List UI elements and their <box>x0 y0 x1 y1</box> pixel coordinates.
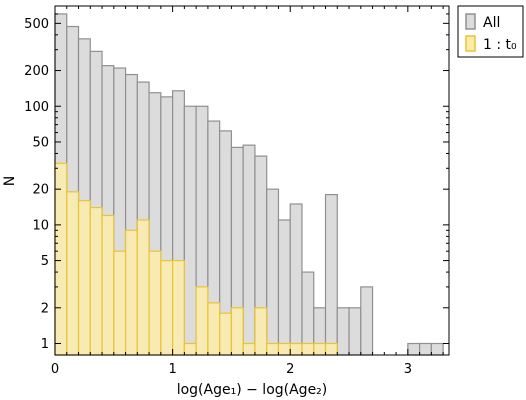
bars-subset-series <box>54 162 338 356</box>
bar-all <box>266 188 280 356</box>
bar-subset <box>101 214 115 356</box>
bar-subset <box>313 342 327 356</box>
bar-subset <box>195 286 209 356</box>
x-axis-label: log(Age₁) − log(Age₂) <box>177 382 328 398</box>
bar-subset <box>324 342 338 356</box>
x-tick-label: 0 <box>51 362 59 377</box>
bar-all <box>360 286 374 356</box>
bar-subset <box>183 342 197 356</box>
bar-subset <box>207 302 221 356</box>
bar-all <box>419 342 432 356</box>
bar-subset <box>277 342 291 356</box>
bar-all <box>183 105 197 356</box>
bar-subset <box>219 312 233 356</box>
y-axis-label: N <box>2 176 18 186</box>
bar-subset <box>148 250 162 356</box>
x-tick-label: 1 <box>168 362 176 377</box>
legend-swatch-all <box>465 13 476 30</box>
legend-label-subset: 1 : t₀ <box>483 37 517 53</box>
bar-all <box>348 307 362 356</box>
bar-subset <box>160 259 174 356</box>
bar-subset <box>289 342 303 356</box>
legend-label-all: All <box>483 15 500 31</box>
x-tick-label: 2 <box>286 362 294 377</box>
bar-subset <box>172 259 185 356</box>
bar-all <box>242 144 256 356</box>
bar-subset <box>113 250 127 356</box>
y-tick-label: 10 <box>32 218 49 233</box>
bar-subset <box>89 206 103 356</box>
y-tick-label: 1 <box>41 337 49 352</box>
bar-all <box>336 307 350 356</box>
y-axis: 1 2 5 10 20 50 100 200 500 <box>24 13 449 352</box>
bar-all <box>289 203 303 356</box>
y-tick-label: 20 <box>32 183 49 198</box>
bar-all <box>324 194 338 356</box>
y-tick-label: 50 <box>32 135 49 150</box>
bar-all <box>277 219 291 356</box>
bar-subset <box>54 162 68 356</box>
bar-subset <box>136 219 150 356</box>
y-tick-label: 5 <box>41 254 49 269</box>
plot-frame <box>54 5 450 356</box>
bar-all <box>301 271 315 356</box>
bar-subset <box>124 229 138 356</box>
bar-subset <box>77 200 91 356</box>
y-tick-label: 200 <box>24 64 49 79</box>
legend: All 1 : t₀ <box>457 5 524 58</box>
bars-all-series <box>54 13 444 356</box>
y-tick-label: 2 <box>41 301 49 316</box>
bar-subset <box>230 307 244 356</box>
bar-subset <box>66 191 80 356</box>
bar-subset <box>266 342 280 356</box>
legend-swatch-subset <box>465 35 476 52</box>
bar-subset <box>242 342 256 356</box>
bar-all <box>407 342 421 356</box>
x-axis: 0 1 2 3 <box>51 6 444 377</box>
bar-subset <box>254 307 268 356</box>
y-tick-label: 100 <box>24 100 49 115</box>
bar-subset <box>301 342 315 356</box>
bar-all <box>430 342 444 356</box>
y-tick-label: 500 <box>24 17 49 32</box>
x-tick-label: 3 <box>404 362 412 377</box>
